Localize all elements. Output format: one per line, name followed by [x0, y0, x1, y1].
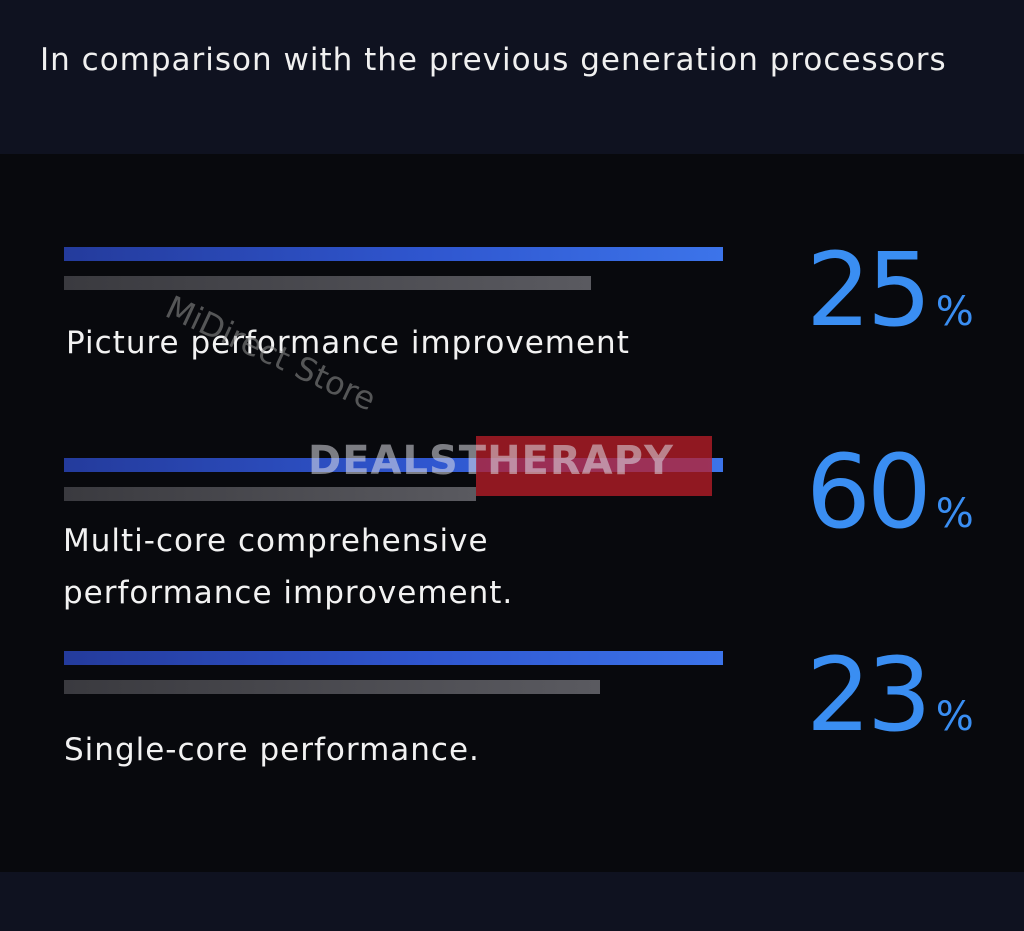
- previous-generation-bar: [64, 276, 591, 290]
- brand-watermark-text: DEALSTHERAPY: [308, 438, 674, 484]
- improvement-value: 23%: [806, 645, 974, 747]
- percent-sign: %: [935, 491, 974, 537]
- category-label: Single-core performance.: [64, 732, 480, 768]
- comparison-panel: [0, 154, 1024, 872]
- previous-generation-bar: [64, 487, 476, 501]
- improvement-number: 25: [806, 231, 932, 350]
- category-label: Multi-core comprehensive performance imp…: [63, 523, 514, 611]
- new-generation-bar: [64, 247, 723, 261]
- improvement-value: 25%: [806, 240, 974, 342]
- header: In comparison with the previous generati…: [0, 0, 1024, 154]
- category-label: Picture performance improvement: [66, 325, 630, 361]
- improvement-value: 60%: [806, 442, 974, 544]
- improvement-number: 60: [806, 433, 932, 552]
- percent-sign: %: [935, 694, 974, 740]
- percent-sign: %: [935, 289, 974, 335]
- improvement-number: 23: [806, 636, 932, 755]
- previous-generation-bar: [64, 680, 600, 694]
- brand-watermark: DEALSTHERAPY: [308, 436, 718, 496]
- new-generation-bar: [64, 651, 723, 665]
- page-title: In comparison with the previous generati…: [40, 42, 947, 78]
- footer-strip: [0, 872, 1024, 931]
- brand-watermark-red-block: [476, 436, 712, 496]
